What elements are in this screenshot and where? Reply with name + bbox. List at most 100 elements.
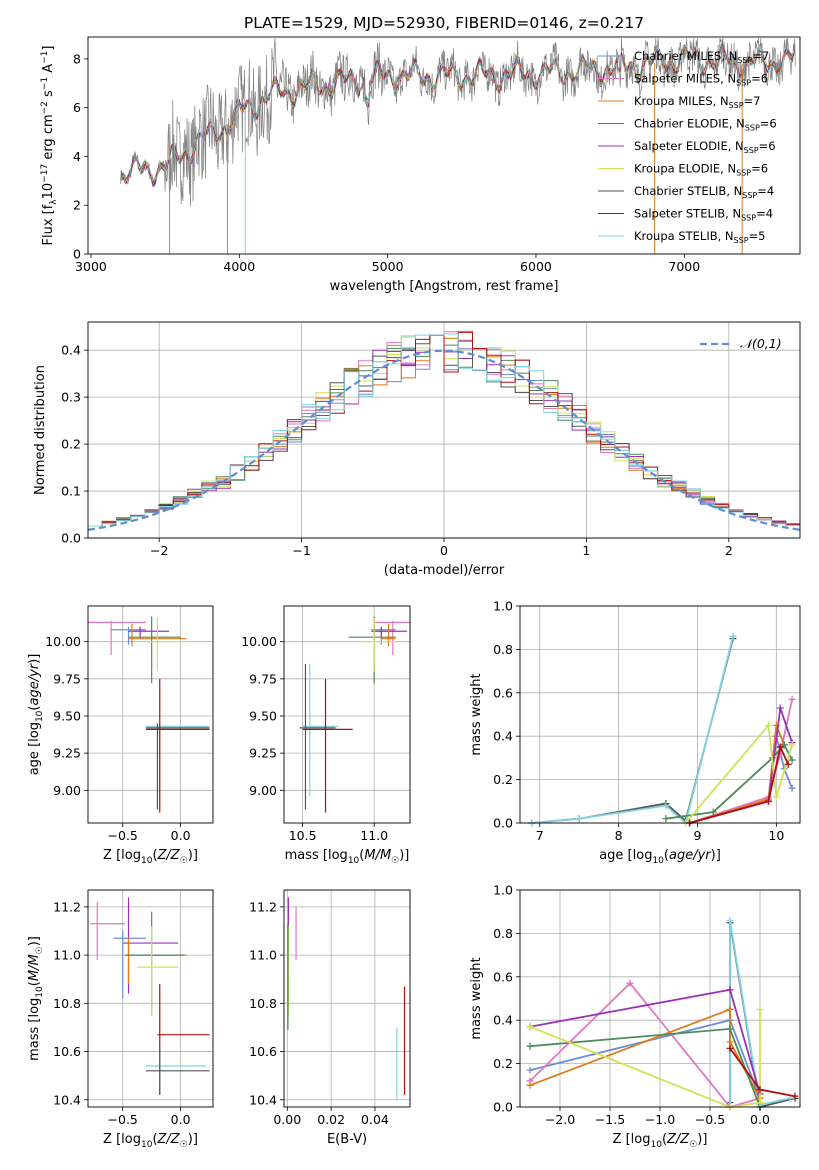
mass_weight_vs_age-xlabel: age [log10(age/yr)] xyxy=(599,848,721,866)
spectrum-model-line xyxy=(120,44,796,185)
mass_weight_vs_Z-ylabel: mass weight xyxy=(469,957,484,1039)
mass-weight-point xyxy=(756,1099,764,1107)
mass_vs_Z-xtick-label: −0.5 xyxy=(108,1112,138,1127)
age_vs_Z-xtick-label: 0.0 xyxy=(171,828,191,843)
residuals-xtick-label: −1 xyxy=(292,543,310,558)
mass_weight_vs_Z-xtick-label: −1.5 xyxy=(595,1112,625,1127)
mass_weight_vs_Z-ytick-label: 0.0 xyxy=(493,1100,513,1115)
residuals-ytick-label: 0.4 xyxy=(61,343,81,358)
mass_vs_ebv-ytick-label: 11.0 xyxy=(249,948,277,963)
mass-weight-point xyxy=(526,1042,534,1050)
age_vs_Z-xtick-label: −0.5 xyxy=(108,828,138,843)
mass_vs_ebv-ytick-label: 10.6 xyxy=(249,1044,277,1059)
age_vs_Z-ytick-label: 9.25 xyxy=(53,746,81,761)
age_vs_Z-ytick-label: 9.75 xyxy=(53,671,81,686)
age_vs_mass-ytick-label: 10.00 xyxy=(241,634,277,649)
mass-weight-line xyxy=(529,1009,761,1108)
mass_vs_Z-xlabel: Z [log10(Z/Z☉)] xyxy=(103,1132,198,1150)
mass-weight-point xyxy=(756,1086,764,1094)
mass-weight-point xyxy=(726,1025,734,1033)
mass_vs_Z-ytick-label: 10.6 xyxy=(53,1044,81,1059)
residuals-ylabel: Normed distribution xyxy=(33,365,48,495)
spectrum-ytick-label: 0 xyxy=(73,247,81,262)
legend-label: Kroupa STELIB, NSSP=5 xyxy=(634,229,765,245)
residuals-ytick-label: 0.0 xyxy=(61,531,81,546)
spectrum-chart: 3000 4000 5000 6000 7000 0 2 4 6 8 wavelength [Ang… xyxy=(40,36,801,294)
mass_weight_vs_Z-xlabel: Z [log10(Z/Z☉)] xyxy=(613,1132,708,1150)
age_vs_mass-xtick-label: 11.0 xyxy=(360,828,388,843)
mass_vs_ebv-ytick-label: 10.8 xyxy=(249,996,277,1011)
mass_weight_vs_age-ytick-label: 0.8 xyxy=(493,642,513,657)
mass-weight-point xyxy=(726,1038,734,1046)
age_vs_Z-chart: −0.5 0.0 9.00 9.25 9.50 9.75 10.00 Z [log10(Z/Z… xyxy=(27,605,214,866)
mass_weight_vs_age-ytick-label: 0.6 xyxy=(493,685,513,700)
plots-layer: 3000 4000 5000 6000 7000 0 2 4 6 8 wavelength [Ang… xyxy=(27,36,801,1150)
mass_weight_vs_age-ytick-label: 0.4 xyxy=(493,729,513,744)
mass-weight-point xyxy=(726,1044,734,1052)
mass-weight-point xyxy=(726,986,734,994)
mass_vs_ebv-chart: 0.00 0.02 0.04 10.4 10.6 10.8 11.0 11.2 E(B-V) xyxy=(249,889,411,1147)
spectrum-xtick-label: 6000 xyxy=(520,259,552,274)
mass_weight_vs_Z-marks xyxy=(526,916,799,1111)
age_vs_mass-frame xyxy=(283,605,411,824)
mass-weight-point xyxy=(709,808,717,816)
mass_weight_vs_age-ytick-label: 0.0 xyxy=(493,816,513,831)
spectrum-legend: Chabrier MILES, NSSP=7 Salpeter MILES, NS… xyxy=(598,49,777,245)
age_vs_Z-ytick-label: 9.50 xyxy=(53,708,81,723)
residuals-chart: −2 −1 0 1 2 0.0 0.1 0.2 0.3 0.4 (data-model)/error… xyxy=(33,321,801,578)
residuals-xtick-label: 1 xyxy=(582,543,590,558)
mass_vs_Z-ylabel: mass [log10(M/M☉)] xyxy=(27,936,45,1061)
mass_vs_ebv-marks xyxy=(287,897,406,1100)
spectrum-xtick-label: 7000 xyxy=(668,259,700,274)
residual-histogram xyxy=(88,333,800,527)
mass-weight-point xyxy=(788,784,796,792)
mass-weight-point xyxy=(662,802,670,810)
mass_vs_Z-ytick-label: 10.4 xyxy=(53,1092,81,1107)
residuals-ytick-label: 0.3 xyxy=(61,390,81,405)
age_vs_mass-xtick-label: 10.5 xyxy=(289,828,317,843)
mass_weight_vs_Z-xtick-label: −0.5 xyxy=(695,1112,725,1127)
mass_weight_vs_Z-ytick-label: 0.2 xyxy=(493,1056,513,1071)
mass_weight_vs_age-xtick-label: 10 xyxy=(768,828,784,843)
mass-weight-point xyxy=(772,793,780,801)
age_vs_Z-ytick-label: 10.00 xyxy=(45,634,81,649)
mass-weight-line xyxy=(729,922,796,1109)
mass-weight-line xyxy=(684,723,793,824)
mass_vs_Z-ytick-label: 10.8 xyxy=(53,996,81,1011)
mass-weight-point xyxy=(526,1023,534,1031)
mass_vs_ebv-xtick-label: 0.00 xyxy=(273,1112,301,1127)
spectrum-xtick-label: 4000 xyxy=(223,259,255,274)
spectrum-ylabel: Flux [fλ10−17 erg cm−2 s−1 A−1] xyxy=(40,46,59,246)
mass_weight_vs_age-frame xyxy=(519,605,801,824)
age_vs_mass-ytick-label: 9.25 xyxy=(249,746,277,761)
mass_vs_ebv-xtick-label: 0.02 xyxy=(317,1112,345,1127)
mass_vs_Z-ytick-label: 11.2 xyxy=(53,899,81,914)
spectrum-xtick-label: 5000 xyxy=(372,259,404,274)
mass_vs_ebv-ytick-label: 10.4 xyxy=(249,1092,277,1107)
mass_weight_vs_Z-chart: −2.0 −1.5 −1.0 −0.5 0.0 0.0 0.2 0.4 0.6 0.8 1.0 Z [… xyxy=(469,883,801,1150)
mass-weight-point xyxy=(776,743,784,751)
age_vs_mass-ytick-label: 9.75 xyxy=(249,671,277,686)
mass_vs_Z-chart: −0.5 0.0 10.4 10.6 10.8 11.0 11.2 Z [log10(Z/Z☉… xyxy=(27,889,214,1150)
figure-title: PLATE=1529, MJD=52930, FIBERID=0146, z=0… xyxy=(244,14,644,32)
spectrum-xtick-label: 3000 xyxy=(75,259,107,274)
mass_weight_vs_age-xtick-label: 8 xyxy=(615,828,623,843)
mass_weight_vs_age-marks xyxy=(528,632,796,827)
spectrum-ytick-label: 2 xyxy=(73,198,81,213)
mass-weight-line xyxy=(529,1008,761,1099)
legend-label: Kroupa MILES, NSSP=7 xyxy=(634,94,760,110)
mass-weight-line xyxy=(689,744,790,824)
legend-label: Salpeter STELIB, NSSP=4 xyxy=(634,207,773,223)
mass_weight_vs_Z-ytick-label: 1.0 xyxy=(493,883,513,898)
mass-weight-point xyxy=(788,756,796,764)
mass_weight_vs_age-xtick-label: 7 xyxy=(536,828,544,843)
mass_weight_vs_age-chart: 7 8 9 10 0.0 0.2 0.4 0.6 0.8 1.0 age [log10(age/yr… xyxy=(469,599,801,866)
residuals-xtick-label: 0 xyxy=(440,543,448,558)
mass_vs_ebv-ytick-label: 11.2 xyxy=(249,899,277,914)
mass_weight_vs_age-ytick-label: 1.0 xyxy=(493,599,513,614)
mass-weight-line xyxy=(531,638,734,824)
mass_vs_ebv-frame xyxy=(283,889,411,1108)
mass-weight-line xyxy=(529,1019,761,1099)
legend-label: Chabrier STELIB, NSSP=4 xyxy=(634,184,774,200)
spectrum-frame xyxy=(87,36,801,255)
